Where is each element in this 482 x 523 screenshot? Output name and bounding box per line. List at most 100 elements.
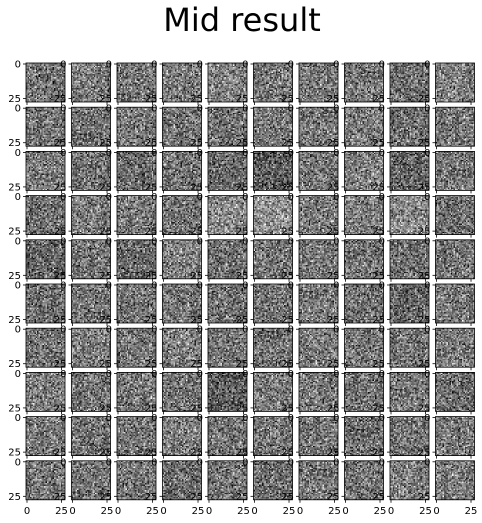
y-tick-label: 25 xyxy=(327,94,340,105)
y-tick-label: 0 xyxy=(106,369,112,380)
axes-frame xyxy=(344,327,384,368)
axes-frame xyxy=(298,150,339,191)
y-tick-label: 25 xyxy=(418,138,431,149)
axes-frame xyxy=(253,239,293,280)
axes-frame xyxy=(116,283,157,324)
x-tick-label: 25 xyxy=(328,506,341,517)
axes-frame xyxy=(253,195,293,236)
y-tick-label: 25 xyxy=(372,182,385,193)
subplot-r0-c3: 0 25 xyxy=(145,60,202,105)
subplot-r4-c7: 0 25 xyxy=(327,236,384,282)
subplot-r7-c6: 0 25 xyxy=(281,369,339,414)
noise-image xyxy=(117,372,156,412)
noise-image xyxy=(117,416,156,456)
noise-image xyxy=(390,239,429,279)
noise-image xyxy=(26,372,65,412)
noise-image xyxy=(253,372,293,412)
y-tick-label: 0 xyxy=(106,325,112,336)
y-tick-label: 0 xyxy=(424,369,430,380)
y-tick-label: 25 xyxy=(327,448,340,459)
y-tick-label: 0 xyxy=(151,148,157,159)
x-tick-label: 25 xyxy=(419,506,432,517)
axes-frame xyxy=(435,150,475,191)
y-tick-label: 0 xyxy=(151,104,157,115)
axes-frame xyxy=(71,460,111,501)
axes-frame xyxy=(344,106,384,147)
subplot-r8-c9: 0 25 xyxy=(418,413,475,459)
subplot-r3-c5: 0 25 xyxy=(236,192,293,238)
subplot-r4-c3: 0 25 xyxy=(145,236,202,282)
noise-image xyxy=(71,195,111,235)
y-tick-label: 25 xyxy=(99,448,112,459)
subplot-r1-c4: 0 25 xyxy=(190,104,248,149)
subplot-r1-c8: 0 25 xyxy=(372,104,430,149)
y-tick-label: 25 xyxy=(99,315,112,326)
y-tick-label: 25 xyxy=(190,315,203,326)
y-tick-label: 25 xyxy=(54,271,67,282)
subplot-r1-c3: 0 25 xyxy=(145,104,202,149)
y-tick-label: 0 xyxy=(424,413,430,424)
y-tick-label: 0 xyxy=(60,104,66,115)
x-tick-label: 25 xyxy=(465,506,478,517)
subplot-r1-c5: 0 25 xyxy=(236,104,293,149)
noise-image xyxy=(208,195,247,235)
noise-image xyxy=(117,151,156,191)
axes-frame xyxy=(435,62,475,103)
y-tick-label: 0 xyxy=(333,148,339,159)
y-tick-label: 25 xyxy=(8,403,21,414)
y-tick-label: 0 xyxy=(242,60,248,71)
y-tick-label: 25 xyxy=(145,315,158,326)
y-tick-label: 0 xyxy=(60,457,66,468)
noise-image xyxy=(344,460,384,500)
y-tick-label: 0 xyxy=(288,325,294,336)
axes-frame xyxy=(71,106,111,147)
subplot-r5-c8: 0 25 xyxy=(372,281,430,326)
noise-image xyxy=(117,107,156,147)
y-tick-label: 0 xyxy=(379,104,385,115)
subplot-r6-c0: 0 25 xyxy=(8,325,66,370)
y-tick-label: 0 xyxy=(106,104,112,115)
axes-frame xyxy=(207,416,248,457)
noise-image xyxy=(208,372,247,412)
y-tick-label: 0 xyxy=(288,148,294,159)
y-tick-label: 0 xyxy=(197,104,203,115)
subplot-r4-c1: 0 25 xyxy=(54,236,111,282)
axes-frame xyxy=(116,371,157,412)
y-tick-label: 0 xyxy=(242,369,248,380)
axes-frame xyxy=(435,460,475,501)
noise-image xyxy=(162,107,202,147)
subplot-r0-c4: 0 25 xyxy=(190,60,248,105)
axes-frame xyxy=(253,106,293,147)
y-tick-label: 25 xyxy=(54,448,67,459)
x-tick-label: 0 xyxy=(433,506,439,517)
noise-image xyxy=(344,372,384,412)
noise-image xyxy=(435,151,475,191)
y-tick-label: 25 xyxy=(418,94,431,105)
y-tick-label: 25 xyxy=(99,94,112,105)
y-tick-label: 25 xyxy=(372,227,385,238)
noise-image xyxy=(71,328,111,368)
axes-frame xyxy=(298,62,339,103)
subplot-r3-c2: 0 25 xyxy=(99,192,157,238)
y-tick-label: 0 xyxy=(424,325,430,336)
axes-frame xyxy=(162,239,202,280)
noise-image xyxy=(299,372,338,412)
y-tick-label: 25 xyxy=(8,227,21,238)
axes-frame xyxy=(298,460,339,501)
noise-image xyxy=(344,151,384,191)
y-tick-label: 25 xyxy=(327,271,340,282)
subplot-r7-c8: 0 25 xyxy=(372,369,430,414)
y-tick-label: 25 xyxy=(281,271,294,282)
y-tick-label: 0 xyxy=(15,457,21,468)
subplot-r3-c4: 0 25 xyxy=(190,192,248,238)
axes-frame xyxy=(116,106,157,147)
axes-frame xyxy=(344,416,384,457)
y-tick-label: 25 xyxy=(281,182,294,193)
y-tick-label: 25 xyxy=(327,227,340,238)
subplot-r4-c6: 0 25 xyxy=(281,236,339,282)
axes-frame xyxy=(71,239,111,280)
y-tick-label: 25 xyxy=(54,359,67,370)
y-tick-label: 0 xyxy=(333,325,339,336)
subplot-r8-c2: 0 25 xyxy=(99,413,157,459)
subplot-r7-c9: 0 25 xyxy=(418,369,475,414)
